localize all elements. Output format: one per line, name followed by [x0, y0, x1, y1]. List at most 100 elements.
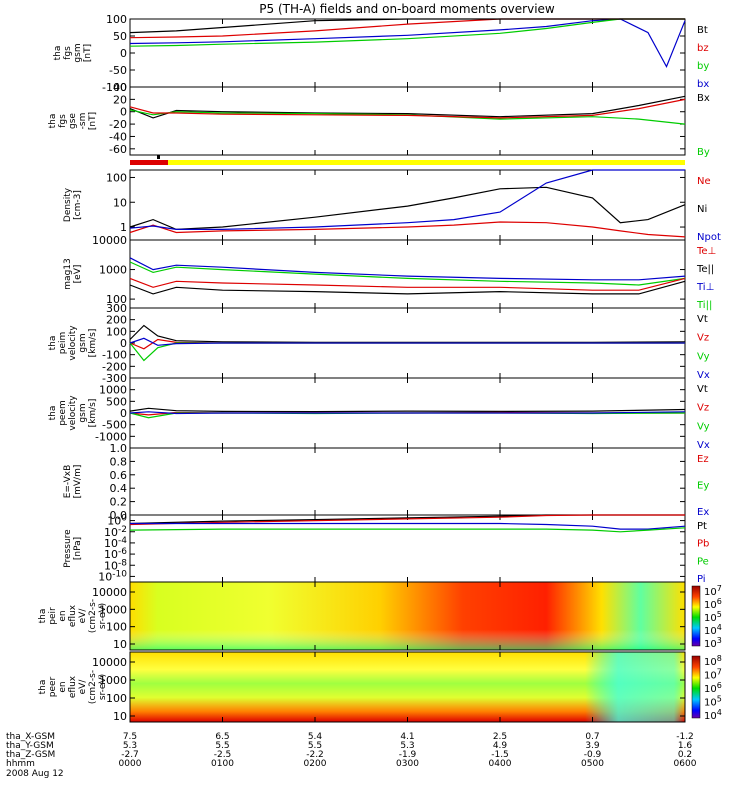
y-axis-label-line: [km/s]: [88, 329, 98, 358]
y-axis-label-line: gsm: [73, 43, 83, 62]
legend-entry: Vx: [697, 370, 710, 381]
y-tick-label: -100: [102, 81, 127, 94]
y-axis-label-line: -sm: [78, 113, 88, 130]
legend-entry: bx: [697, 79, 709, 90]
y-axis-label: E=-VxB [mV/m]: [63, 465, 83, 499]
series-line-Te||: [129, 280, 686, 295]
legend-entry: Bx: [697, 93, 710, 104]
footer-value: 5.3: [400, 741, 414, 751]
y-tick-label: 10-8: [104, 558, 127, 572]
series-line-Bz: [129, 98, 686, 119]
y-tick-label: -20: [109, 118, 127, 131]
series-line-Bt: [129, 18, 685, 34]
legend-entry: Vz: [697, 333, 709, 344]
y-tick-label: 1: [120, 221, 127, 234]
y-tick-label: 100: [106, 293, 127, 306]
y-axis-label: tha peem velocity gsm [km/s]: [48, 395, 98, 431]
footer-value: -1.9: [399, 750, 417, 760]
series-line-Vt: [129, 324, 686, 343]
colorbar-tick-label: 108: [704, 654, 722, 668]
y-axis-label: mag13 [eV]: [63, 258, 83, 289]
y-tick-label: 200: [106, 314, 127, 327]
y-axis-label-line: gse: [68, 113, 78, 129]
legend-entry: Ez: [697, 454, 709, 465]
y-tick-label: 10: [113, 638, 127, 651]
y-tick-label: 20: [113, 93, 127, 106]
legend-entry: Ni: [697, 204, 707, 215]
legend-entry: Pb: [697, 539, 709, 550]
y-tick-label: 0: [120, 47, 127, 60]
colorbar-tick-label: 105: [704, 695, 722, 709]
y-axis-label-line: eV/: [78, 608, 88, 624]
mode-bar: [130, 155, 685, 165]
page-title: P5 (TH-A) fields and on-board moments ov…: [259, 2, 555, 16]
y-axis-label-line: [nT]: [88, 112, 98, 130]
y-axis-label: tha fgs gsm [nT]: [53, 43, 93, 62]
legend-entry: Pe: [697, 556, 709, 567]
footer-value: 5.4: [308, 732, 323, 742]
series-line-Te⊥: [129, 277, 686, 291]
legend-entry: Ey: [697, 481, 709, 492]
panel-fgs-gsm: 100 50 0 -50 -100 tha fgs gsm [nT] Bt bz by bx: [53, 13, 709, 94]
y-tick-label: 10-6: [104, 547, 127, 561]
series-line-Ti||: [129, 261, 686, 286]
y-tick-label: -100: [102, 349, 127, 362]
colorbar-tick-label: 107: [704, 668, 722, 682]
footer-value: 7.5: [123, 732, 137, 742]
y-tick-label: 1.0: [110, 442, 128, 455]
y-tick-label: 10000: [92, 586, 127, 599]
series-line-Npot: [129, 169, 685, 230]
y-axis-label-line: en: [58, 610, 68, 621]
y-tick-label: 10-10: [98, 569, 127, 583]
y-axis-label-line: [cm-3]: [73, 190, 83, 220]
colorbar-tick-label: 103: [704, 636, 722, 650]
y-tick-label: 100: [107, 514, 127, 528]
y-tick-label: 0.0: [110, 509, 128, 522]
footer-row-label: hhmm: [6, 759, 35, 769]
legend-entry: Vy: [697, 351, 710, 362]
series-line-Bx: [129, 95, 686, 119]
y-axis-label-line: sr-eV): [98, 603, 108, 629]
panel-frame: [129, 239, 686, 309]
footer-value: 5.3: [123, 741, 137, 751]
y-axis-label-line: (cm2-s-: [88, 670, 98, 704]
colorbar-gradient: [691, 655, 701, 719]
legend-entry: Npot: [697, 232, 721, 243]
y-axis-label-line: en: [58, 681, 68, 692]
footer-value: 4.9: [493, 741, 508, 751]
footer-value: 0100: [211, 759, 234, 769]
footer-value: 5.5: [215, 741, 229, 751]
series-line-Ti⊥: [129, 257, 686, 281]
y-axis-label-line: tha: [38, 680, 48, 695]
series-line-bx: [129, 18, 686, 69]
y-tick-label: 1000: [99, 674, 127, 687]
y-tick-label: 50: [113, 30, 127, 43]
y-tick-label: 1000: [99, 264, 127, 277]
y-tick-label: 100: [106, 621, 127, 634]
y-axis-label-line: fgs: [58, 114, 68, 128]
colorbar-gradient: [691, 585, 701, 647]
footer-date: 2008 Aug 12: [6, 769, 64, 779]
footer-row-label: tha_Y-GSM: [6, 741, 54, 751]
y-axis-label-line: [eV]: [73, 265, 83, 284]
series-line-Vx: [129, 337, 685, 346]
legend-entry: Te||: [696, 264, 714, 275]
legend-entry: Pi: [697, 574, 706, 585]
footer-value: 0.2: [678, 750, 692, 760]
panel-temp: 10000 1000 100 mag13 [eV] Te⊥ Te|| Ti⊥ Ti||: [63, 234, 716, 311]
panel-frame: [129, 86, 686, 156]
y-tick-label: 500: [106, 395, 127, 408]
series-line-Pe: [129, 527, 686, 533]
series-line-Vy: [129, 342, 685, 362]
footer-value: -2.2: [306, 750, 324, 760]
legend-entry: Vt: [697, 384, 708, 395]
footer-row-label: tha_X-GSM: [6, 732, 55, 742]
legend-entry: Ti||: [696, 300, 712, 311]
legend-entry: Ti⊥: [696, 282, 714, 293]
footer-value: 0200: [304, 759, 327, 769]
